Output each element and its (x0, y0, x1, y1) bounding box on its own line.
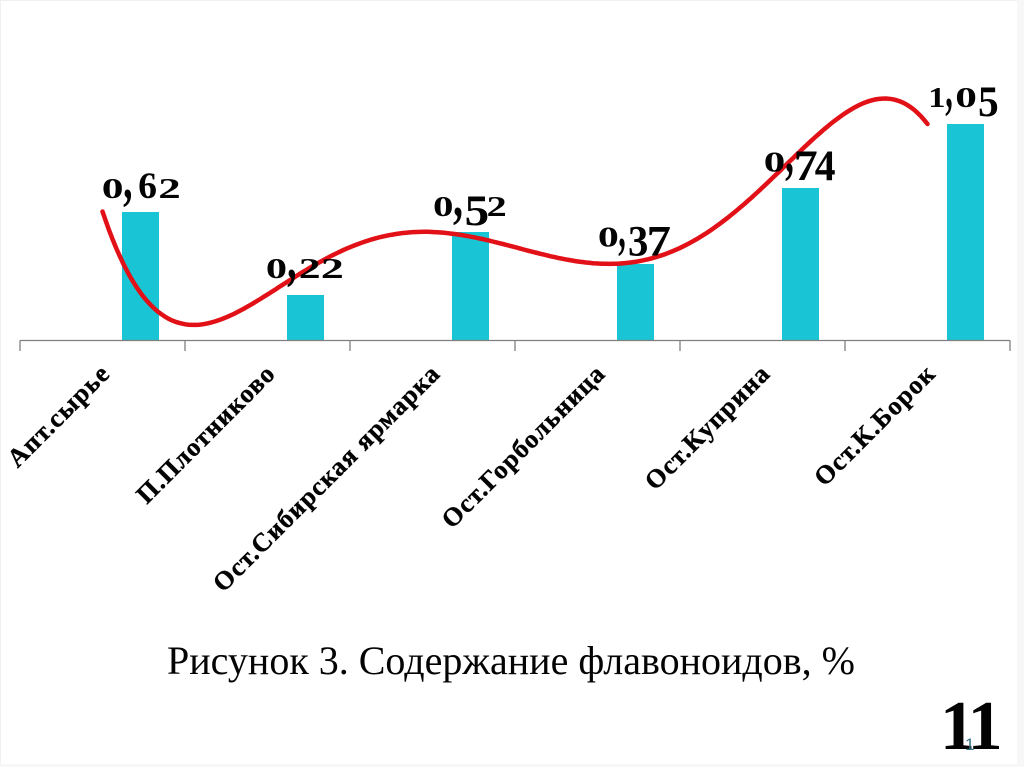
svg-text:0: 0 (955, 81, 977, 113)
svg-text:,: , (785, 121, 794, 185)
svg-text:1: 1 (928, 82, 945, 113)
svg-text:0: 0 (266, 253, 287, 284)
svg-text:2: 2 (158, 174, 180, 205)
svg-text:,: , (123, 146, 132, 211)
svg-text:3: 3 (628, 218, 648, 265)
svg-text:,: , (287, 226, 296, 291)
svg-text:6: 6 (138, 166, 157, 207)
svg-text:2: 2 (321, 254, 344, 285)
svg-text:,: , (453, 165, 463, 229)
svg-text:,: , (618, 195, 626, 259)
svg-text:7: 7 (647, 217, 671, 265)
svg-text:0: 0 (433, 191, 453, 222)
svg-text:0: 0 (764, 147, 786, 178)
svg-text:4: 4 (815, 142, 836, 190)
svg-text:5: 5 (465, 188, 490, 235)
svg-text:2: 2 (487, 191, 507, 223)
svg-text:0: 0 (102, 172, 124, 204)
svg-text:,: , (945, 56, 953, 120)
svg-text:2: 2 (299, 253, 321, 284)
svg-text:7: 7 (794, 141, 818, 189)
svg-text:0: 0 (598, 221, 619, 253)
svg-text:5: 5 (978, 78, 999, 126)
